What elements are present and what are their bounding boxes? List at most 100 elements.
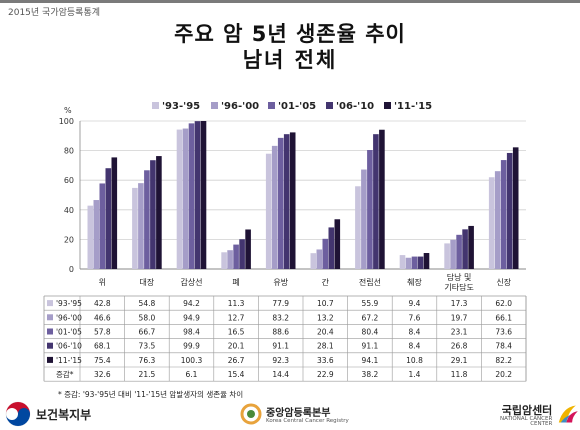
ministry-logo: 보건복지부 (4, 398, 91, 430)
bar (194, 121, 201, 269)
category-label: 췌장 (407, 277, 422, 287)
table-cell: 75.4 (94, 356, 111, 365)
category-label: 폐 (232, 277, 239, 287)
registry-icon (240, 403, 262, 425)
legend-swatch (326, 102, 333, 109)
table-row-swatch (47, 356, 53, 363)
table-row-label: '96-'00 (56, 313, 82, 322)
table-cell: 22.9 (317, 370, 334, 379)
center-name: 국립암센터 (501, 403, 553, 417)
table-cell: 28.1 (317, 342, 334, 351)
chart-title-line2: 남녀 전체 (242, 48, 338, 72)
registry-name: 중앙암등록본부 (266, 408, 331, 420)
table-cell: 6.1 (186, 370, 198, 379)
registry-logo: 중앙암등록본부 Korea Central Cancer Registry (240, 398, 349, 430)
bar (405, 257, 412, 269)
table-cell: 20.1 (228, 342, 245, 351)
registry-name-en: Korea Central Cancer Registry (266, 418, 349, 425)
y-tick-label: 100 (59, 117, 74, 126)
category-label: 기타담도 (444, 282, 473, 292)
category-label: 신장 (496, 277, 511, 287)
table-cell: 11.8 (451, 370, 468, 379)
report-label: 2015년 국가암등록통계 (8, 8, 101, 18)
bar (379, 129, 385, 269)
table-row-label: '93-'95 (56, 299, 82, 308)
table-cell: 62.0 (495, 299, 512, 308)
bar (144, 170, 150, 269)
bar (444, 243, 450, 269)
bar (138, 183, 144, 269)
bar (355, 186, 361, 269)
table-cell: 8.4 (409, 342, 421, 351)
table-cell: 55.9 (362, 299, 379, 308)
table-cell: 32.6 (94, 370, 111, 379)
table-cell: 10.7 (317, 299, 334, 308)
table-cell: 1.4 (409, 370, 421, 379)
bar (456, 234, 462, 269)
bar (334, 219, 341, 269)
legend-label: '01-'05 (278, 101, 316, 112)
table-cell: 26.8 (451, 342, 468, 351)
bar (87, 205, 94, 269)
bar (494, 171, 501, 269)
ncc-icon (559, 405, 579, 423)
table-cell: 13.2 (317, 313, 334, 322)
table-row-swatch (47, 328, 53, 335)
taegeuk-icon (5, 401, 31, 427)
category-label: 위 (99, 278, 106, 287)
bar (150, 160, 156, 269)
bar (289, 132, 296, 269)
bar (316, 249, 323, 269)
bar (200, 121, 207, 269)
bar (233, 244, 239, 269)
bar (417, 256, 424, 269)
table-cell: 9.4 (409, 299, 421, 308)
table-cell: 20.4 (317, 328, 334, 337)
table-row-label: 증감* (56, 369, 74, 379)
table-cell: 98.4 (183, 328, 200, 337)
bar (488, 177, 495, 269)
table-cell: 7.6 (409, 313, 421, 322)
legend-label: '11-'15 (394, 101, 432, 112)
bar (322, 238, 329, 269)
table-cell: 29.1 (451, 356, 468, 365)
bar (221, 252, 227, 269)
table-cell: 67.2 (362, 313, 379, 322)
bar (506, 152, 513, 269)
top-divider (0, 0, 580, 3)
legend-label: '93-'95 (162, 101, 200, 112)
table-cell: 16.5 (228, 328, 245, 337)
bar (283, 134, 290, 269)
table-row-swatch (47, 300, 53, 307)
table-cell: 83.2 (272, 313, 289, 322)
bar (239, 239, 245, 269)
table-row-label: '11-'15 (56, 356, 82, 365)
table-cell: 91.1 (272, 342, 289, 351)
table-cell: 14.4 (272, 370, 289, 379)
bar (361, 169, 367, 269)
table-cell: 17.3 (451, 299, 468, 308)
bar (182, 128, 189, 269)
table-cell: 58.0 (139, 313, 156, 322)
bar (176, 129, 183, 269)
table-cell: 8.4 (409, 328, 421, 337)
table-cell: 19.7 (451, 313, 468, 322)
table-cell: 54.8 (139, 299, 156, 308)
bar (99, 183, 106, 269)
bar (328, 227, 335, 269)
legend-label: '06-'10 (336, 101, 374, 112)
table-cell: 23.1 (451, 328, 468, 337)
table-cell: 11.3 (228, 299, 245, 308)
table-cell: 73.6 (495, 328, 512, 337)
chart-title-line1: 주요 암 5년 생존율 추이 (174, 22, 406, 46)
category-label: 대장 (140, 277, 155, 287)
table-cell: 66.1 (495, 313, 512, 322)
bar (310, 253, 317, 269)
table-cell: 91.1 (362, 342, 379, 351)
bar (512, 147, 519, 269)
table-cell: 92.3 (272, 356, 289, 365)
table-cell: 33.6 (317, 356, 334, 365)
bar (500, 160, 507, 269)
center-name-en: NATIONAL CANCER CENTER (500, 415, 553, 427)
